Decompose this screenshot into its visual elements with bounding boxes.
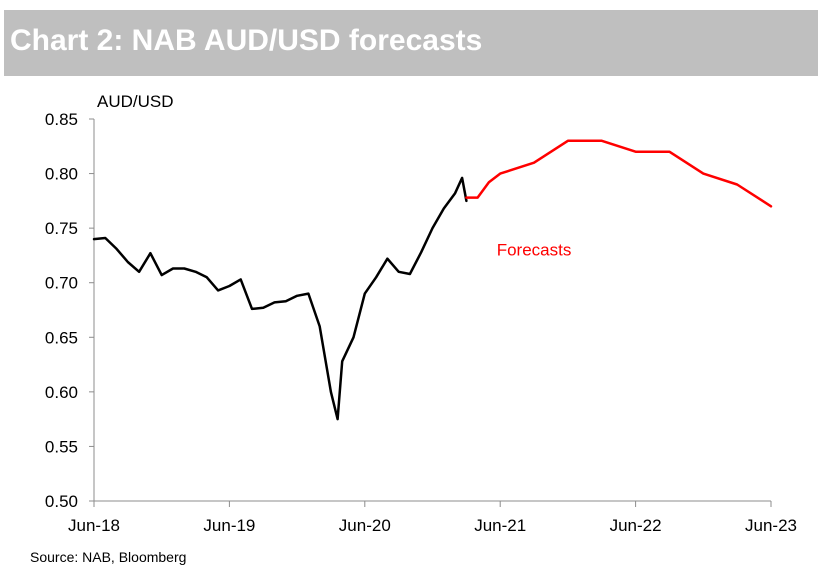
axes: [89, 118, 772, 507]
y-axis-label: AUD/USD: [97, 92, 174, 111]
chart-title: Chart 2: NAB AUD/USD forecasts: [10, 24, 483, 57]
x-tick-label: Jun-18: [68, 516, 120, 535]
x-tick-label: Jun-23: [745, 516, 797, 535]
y-tick-label: 0.65: [45, 328, 78, 347]
y-tick-label: 0.75: [45, 219, 78, 238]
series-group: [92, 139, 773, 421]
source-note: Source: NAB, Bloomberg: [30, 549, 187, 565]
y-tick-label: 0.50: [45, 492, 78, 511]
title-bar: Chart 2: NAB AUD/USD forecasts: [4, 10, 818, 76]
labels-group: 0.50 0.55 0.60 0.65 0.70 0.75 0.80 0.85 Jun-18 Ju…: [45, 92, 797, 535]
x-tick-label: Jun-22: [610, 516, 662, 535]
y-tick-label: 0.60: [45, 383, 78, 402]
series-line-forecast: [465, 139, 773, 208]
x-tick-label: Jun-20: [339, 516, 391, 535]
x-tick-label: Jun-19: [203, 516, 255, 535]
y-tick-label: 0.70: [45, 274, 78, 293]
y-tick-label: 0.55: [45, 437, 78, 456]
series-line-historical: [92, 176, 468, 421]
y-tick-label: 0.80: [45, 165, 78, 184]
forecasts-annotation: Forecasts: [497, 240, 572, 259]
y-tick-label: 0.85: [45, 110, 78, 129]
x-tick-label: Jun-21: [474, 516, 526, 535]
